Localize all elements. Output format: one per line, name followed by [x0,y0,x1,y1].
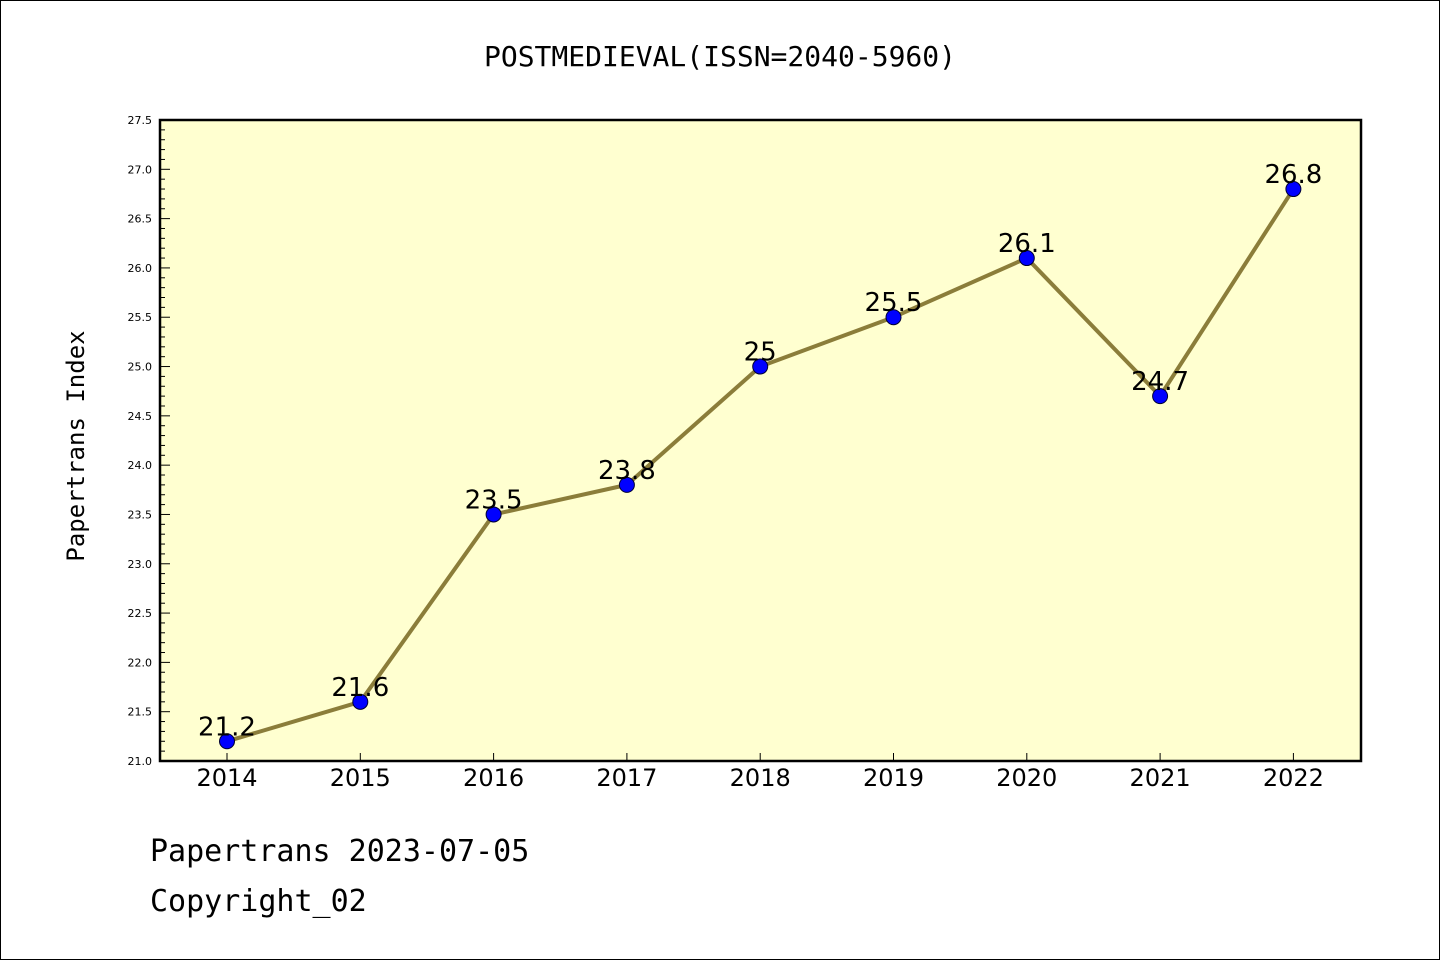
y-tick-label: 24.0 [128,459,153,472]
x-tick-label: 2021 [1130,764,1191,792]
x-tick-label: 2016 [463,764,524,792]
data-label: 26.1 [998,229,1056,259]
data-point [1285,181,1302,198]
data-point [752,358,769,375]
data-label: 25.5 [865,288,923,318]
x-tick-label: 2014 [196,764,257,792]
data-label: 25 [744,338,777,368]
y-tick-label: 25.5 [128,311,153,324]
data-point [485,506,502,523]
y-tick-label: 24.5 [128,410,153,423]
y-tick-label: 26.5 [128,213,153,226]
data-point [1018,250,1035,267]
y-axis: 21.0 21.5 22.0 22.5 23.0 23.5 24.0 24.5 25.0 25.5… [128,114,170,768]
data-point [352,693,369,710]
footer-copyright-line: Copyright_02 [150,884,367,919]
x-tick-label: 2017 [596,764,657,792]
y-tick-label: 25.0 [128,361,153,374]
data-label: 23.5 [465,485,523,515]
plot-area [158,118,1363,763]
data-point [219,733,235,750]
x-tick-label: 2022 [1263,764,1324,792]
data-label: 24.7 [1131,367,1189,397]
footer-date-line: Papertrans 2023-07-05 [150,834,530,869]
x-tick-label: 2019 [863,764,924,792]
y-tick-label: 21.0 [128,755,153,768]
y-tick-label: 21.5 [128,706,153,719]
x-tick-label: 2015 [330,764,391,792]
data-label: 23.8 [598,456,656,486]
data-point [1152,388,1169,405]
data-point [618,476,635,493]
y-tick-label: 23.5 [128,508,153,521]
y-tick-label: 22.5 [128,607,153,620]
chart-title: POSTMEDIEVAL(ISSN=2040-5960) [484,40,956,73]
series-markers [219,181,1302,750]
x-tick-label: 2020 [996,764,1057,792]
x-tick-label: 2018 [730,764,791,792]
data-label: 21.6 [331,673,389,703]
y-tick-label: 22.0 [128,656,153,669]
data-label: 21.2 [198,712,256,742]
data-labels: 21.2 21.6 23.5 23.8 25 25.5 26.1 24.7 26.8 [198,160,1322,742]
x-axis: 2014 2015 2016 2017 2018 2019 2020 2021 2022 [196,753,1324,792]
y-tick-label: 27.5 [128,114,153,127]
data-point [885,309,902,326]
y-tick-label: 27.0 [128,163,153,176]
data-label: 26.8 [1264,160,1322,190]
y-tick-label: 23.0 [128,558,153,571]
y-tick-label: 26.0 [128,262,153,275]
y-axis-label: Papertrans Index [62,330,90,561]
